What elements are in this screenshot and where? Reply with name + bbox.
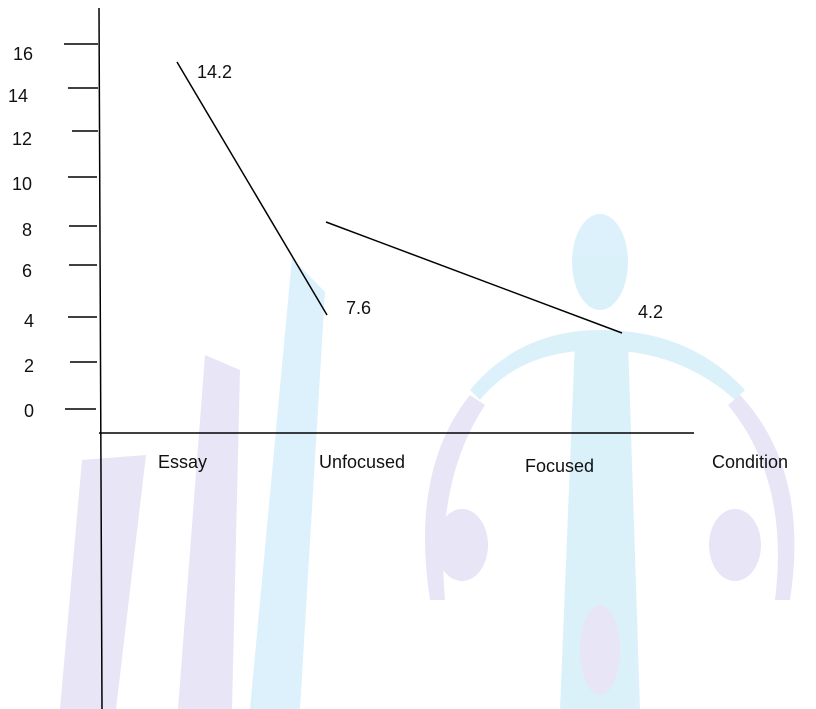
y-tick-label: 0	[24, 401, 34, 421]
y-tick-label: 6	[22, 261, 32, 281]
y-tick-label: 2	[24, 356, 34, 376]
data-label-unfocused: 7.6	[346, 298, 371, 318]
data-label-focused: 4.2	[638, 302, 663, 322]
y-tick-label: 10	[12, 174, 32, 194]
x-tick-label-unfocused: Unfocused	[319, 452, 405, 472]
x-tick-label-focused: Focused	[525, 456, 594, 476]
segment-essay-unfocused	[176, 61, 328, 316]
x-tick-labels: Essay Unfocused Focused	[158, 452, 594, 476]
y-tick-label: 4	[24, 311, 34, 331]
y-tick-label: 16	[13, 44, 33, 64]
y-axis	[98, 7, 103, 709]
x-tick-label-essay: Essay	[158, 452, 207, 472]
watermark-logo	[60, 214, 795, 709]
y-tick-label: 12	[12, 129, 32, 149]
x-axis-title: Condition	[712, 452, 788, 472]
y-tick-labels: 0 2 4 6 8 10 12 14 16	[8, 44, 34, 421]
segment-unfocused-focused	[325, 221, 623, 334]
y-tick-marks	[64, 43, 98, 410]
y-tick-label: 14	[8, 86, 28, 106]
y-tick-label: 8	[22, 220, 32, 240]
data-label-essay: 14.2	[197, 62, 232, 82]
